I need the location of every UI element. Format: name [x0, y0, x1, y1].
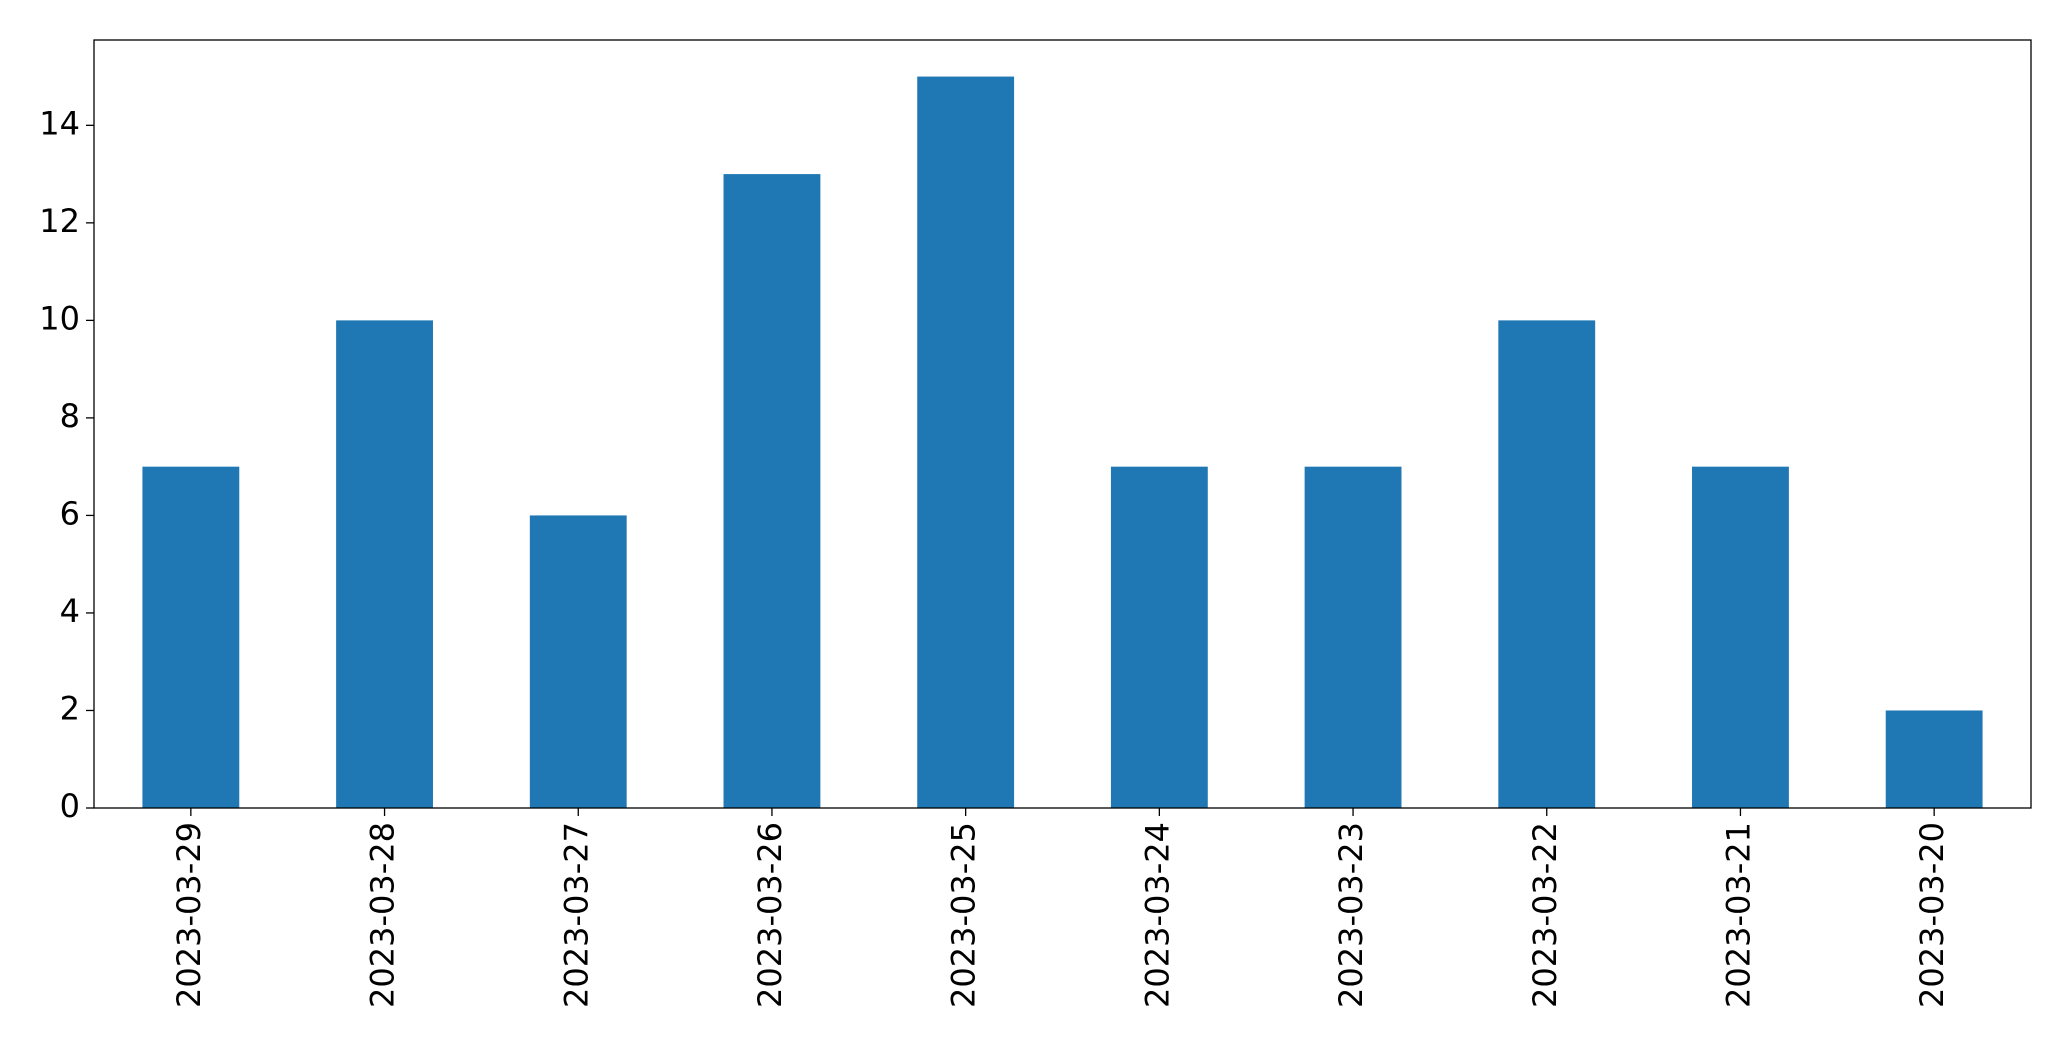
x-tick-label: 2023-03-23	[1332, 822, 1370, 1008]
x-tick-label: 2023-03-21	[1719, 822, 1757, 1008]
y-tick-label: 6	[60, 494, 80, 532]
bar	[142, 466, 240, 808]
x-tick-label: 2023-03-24	[1138, 822, 1176, 1008]
x-tick-label: 2023-03-20	[1913, 822, 1951, 1008]
x-tick-label: 2023-03-25	[945, 822, 983, 1008]
y-tick-label: 0	[60, 787, 80, 825]
bar	[1304, 466, 1402, 808]
x-tick-label: 2023-03-22	[1526, 822, 1564, 1008]
bar	[1110, 466, 1208, 808]
bar	[917, 76, 1015, 809]
y-tick-label: 2	[60, 689, 80, 727]
x-tick-label: 2023-03-27	[557, 822, 595, 1008]
x-tick-label: 2023-03-26	[751, 822, 789, 1008]
x-tick-label: 2023-03-29	[170, 822, 208, 1008]
bar	[1885, 710, 1983, 808]
y-tick-label: 8	[60, 397, 80, 435]
y-tick-label: 10	[39, 299, 80, 337]
bar	[723, 174, 821, 809]
plot-frame	[93, 39, 2032, 809]
bar	[1498, 320, 1596, 808]
y-tick-label: 12	[39, 202, 80, 240]
y-tick-label: 14	[39, 104, 80, 142]
bar	[336, 320, 433, 808]
bar	[529, 515, 627, 808]
bar	[1692, 466, 1789, 808]
y-tick-label: 4	[60, 592, 80, 630]
x-tick-label: 2023-03-28	[364, 822, 402, 1008]
